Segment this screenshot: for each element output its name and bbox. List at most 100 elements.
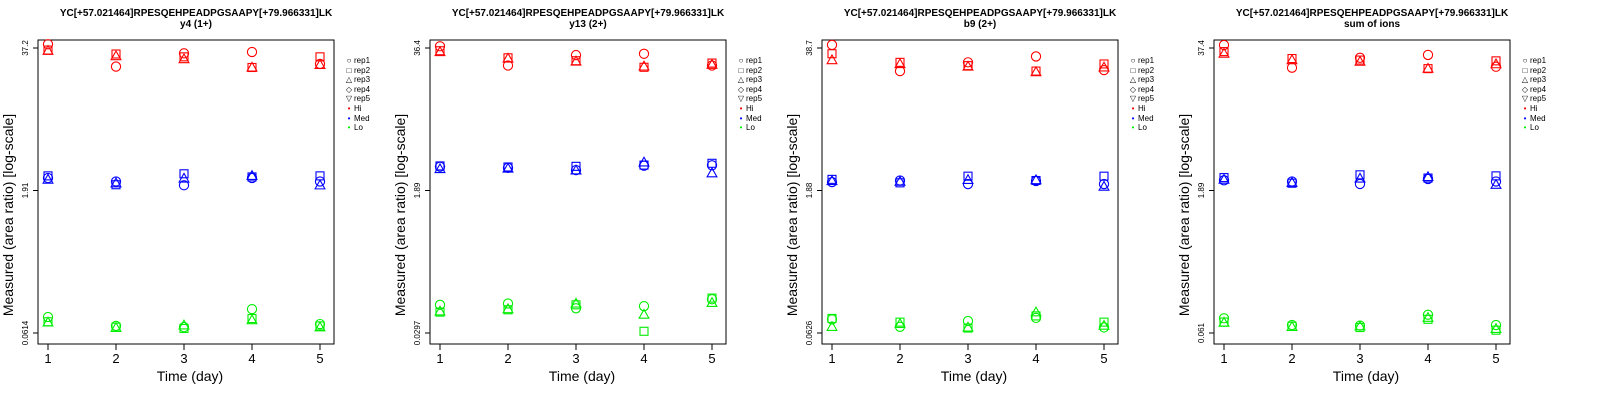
data-point xyxy=(178,172,190,183)
y-axis-label: Measured (area ratio) [log-scale] xyxy=(392,113,408,317)
x-axis-label: Time (day) xyxy=(940,368,1008,384)
legend-label: rep4 xyxy=(354,84,371,94)
legend-symbol: • xyxy=(1523,103,1527,113)
legend-label: rep4 xyxy=(1530,84,1547,94)
legend-symbol: ▽ xyxy=(1521,94,1529,104)
y-tick-label: 38.7 xyxy=(805,40,814,56)
legend-item: △ rep3 xyxy=(1520,75,1546,85)
x-tick-label: 5 xyxy=(1492,351,1499,366)
legend-label: Lo xyxy=(1138,123,1147,133)
legend-symbol: ▽ xyxy=(1129,94,1137,104)
data-point xyxy=(1098,61,1110,72)
legend-item: • Med xyxy=(1520,114,1546,124)
data-point xyxy=(314,58,326,69)
chart-panel: 1 2 3 4 5 37.4 1.89 0.061 YC[+57.021464]RPESQEHP… xyxy=(1176,0,1568,400)
y-axis-label: Measured (area ratio) [log-scale] xyxy=(784,113,800,317)
data-point xyxy=(1218,173,1230,184)
data-point xyxy=(1354,55,1366,66)
legend-symbol: • xyxy=(347,103,351,113)
legend-symbol: ○ xyxy=(1130,56,1136,65)
data-point xyxy=(435,307,445,317)
legend: ○ rep1 □ rep2 △ rep3 ◇ rep4 ▽ rep5 • Hi • Med • Lo xyxy=(344,56,370,133)
chart-subtitle: y13 (2+) xyxy=(569,19,607,30)
legend-item: □ rep2 xyxy=(1128,66,1154,76)
data-point xyxy=(110,177,122,188)
data-point xyxy=(1098,178,1110,190)
data-point xyxy=(1098,322,1110,333)
y-tick-label: 37.2 xyxy=(21,40,30,56)
data-point xyxy=(502,60,514,71)
y-tick-label: 1.88 xyxy=(805,182,814,198)
legend-item: ○ rep1 xyxy=(736,56,762,66)
chart-subtitle: b9 (2+) xyxy=(963,19,997,30)
chart-panel: 1 2 3 4 5 37.2 1.91 0.0614 YC[+57.021464]RPESQEH… xyxy=(0,0,392,400)
legend-symbol: • xyxy=(739,123,743,133)
legend-symbol: □ xyxy=(1522,65,1528,75)
data-point xyxy=(1218,175,1230,186)
x-tick-label: 1 xyxy=(44,351,51,366)
data-point xyxy=(179,52,189,62)
legend-symbol: ◇ xyxy=(1521,84,1529,94)
legend-label: Med xyxy=(1530,113,1546,123)
chart-svg: 1 2 3 4 5 36.4 1.89 0.0297 xyxy=(413,39,727,366)
data-point xyxy=(315,52,325,62)
data-point xyxy=(962,315,974,327)
x-tick-label: 4 xyxy=(1032,351,1039,366)
legend-symbol: • xyxy=(347,113,351,123)
legend-symbol: △ xyxy=(737,75,745,85)
legend-label: rep5 xyxy=(746,94,763,104)
legend-item: • Hi xyxy=(344,104,370,114)
legend-item: △ rep3 xyxy=(344,75,370,85)
data-point xyxy=(1030,312,1042,324)
data-point xyxy=(1422,170,1434,182)
legend-item: ▽ rep5 xyxy=(736,94,762,104)
data-point xyxy=(1218,313,1230,324)
data-point xyxy=(1490,176,1502,187)
legend-symbol: • xyxy=(1131,123,1135,133)
legend-label: Lo xyxy=(746,123,755,133)
legend-symbol: ○ xyxy=(346,56,352,65)
y-tick-label: 1.91 xyxy=(21,182,30,198)
legend-item: • Lo xyxy=(1520,123,1546,133)
data-point xyxy=(178,180,190,191)
data-point xyxy=(894,317,906,328)
data-point xyxy=(1490,178,1502,189)
legend-item: • Hi xyxy=(1520,104,1546,114)
data-point xyxy=(827,49,837,59)
chart-subtitle: sum of ions xyxy=(1343,19,1401,30)
data-point xyxy=(1354,178,1366,190)
x-axis-label: Time (day) xyxy=(1332,368,1400,384)
x-tick-label: 1 xyxy=(436,351,443,366)
chart-subtitle: y4 (1+) xyxy=(180,19,212,30)
data-point xyxy=(502,298,514,309)
y-tick-label: 0.061 xyxy=(1197,322,1206,343)
data-point xyxy=(1098,180,1110,191)
data-point xyxy=(962,178,974,190)
legend-label: rep1 xyxy=(1530,56,1547,65)
legend-item: ◇ rep4 xyxy=(1520,85,1546,95)
data-point xyxy=(639,62,649,72)
data-point xyxy=(179,169,189,179)
legend-label: rep3 xyxy=(1138,75,1155,85)
data-point xyxy=(1354,320,1366,331)
data-point xyxy=(706,167,718,178)
data-point xyxy=(1287,178,1297,188)
y-tick-label: 36.4 xyxy=(413,40,422,56)
data-point xyxy=(638,48,650,59)
chart-title: YC[+57.021464]RPESQEHPEADPGSAAPY[+79.966… xyxy=(392,8,784,30)
y-tick-label: 37.4 xyxy=(1197,40,1206,56)
data-point xyxy=(434,305,446,316)
plot-frame xyxy=(821,39,1119,345)
legend-label: Lo xyxy=(1530,123,1539,133)
x-axis-label: Time (day) xyxy=(156,368,224,384)
legend-label: rep3 xyxy=(1530,75,1547,85)
data-point xyxy=(110,320,122,332)
data-point xyxy=(42,316,54,327)
legend-symbol: △ xyxy=(345,75,353,85)
data-point xyxy=(1490,61,1502,72)
data-point xyxy=(434,45,446,57)
legend-symbol: • xyxy=(1131,113,1135,123)
chart-svg: 1 2 3 4 5 37.4 1.89 0.061 xyxy=(1197,39,1511,366)
data-point xyxy=(315,171,325,181)
x-tick-label: 2 xyxy=(896,351,903,366)
